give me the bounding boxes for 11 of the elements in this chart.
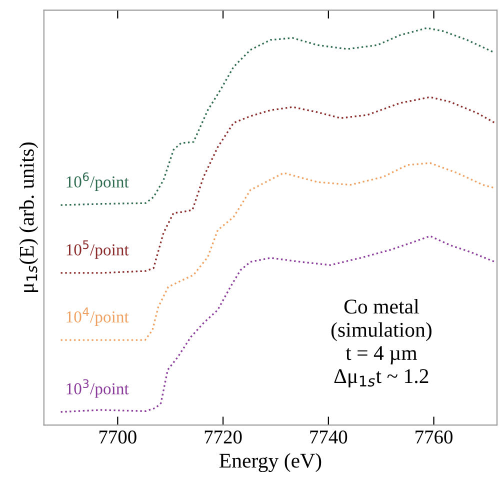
x-tick-label: 7720 — [204, 430, 242, 444]
annotation: Co metal (simulation) t = 4 µm Δμ$_{1s}$t ~ 1.2 — [331, 298, 432, 388]
series-label: 10$^{5}$/point — [66, 240, 129, 259]
series-label: 10$^{4}$/point — [66, 308, 129, 326]
series-label: 10$^{3}$/point — [66, 379, 129, 398]
x-tick-label: 7700 — [100, 430, 136, 444]
y-axis-title: μ$_{1s}$(E) (arb. units) — [19, 142, 38, 292]
x-tick-label: 7740 — [310, 430, 348, 444]
x-axis-title: Energy (eV) — [219, 453, 322, 472]
x-tick-label: 7760 — [416, 430, 452, 444]
series-label: 10$^{6}$/point — [66, 172, 129, 191]
